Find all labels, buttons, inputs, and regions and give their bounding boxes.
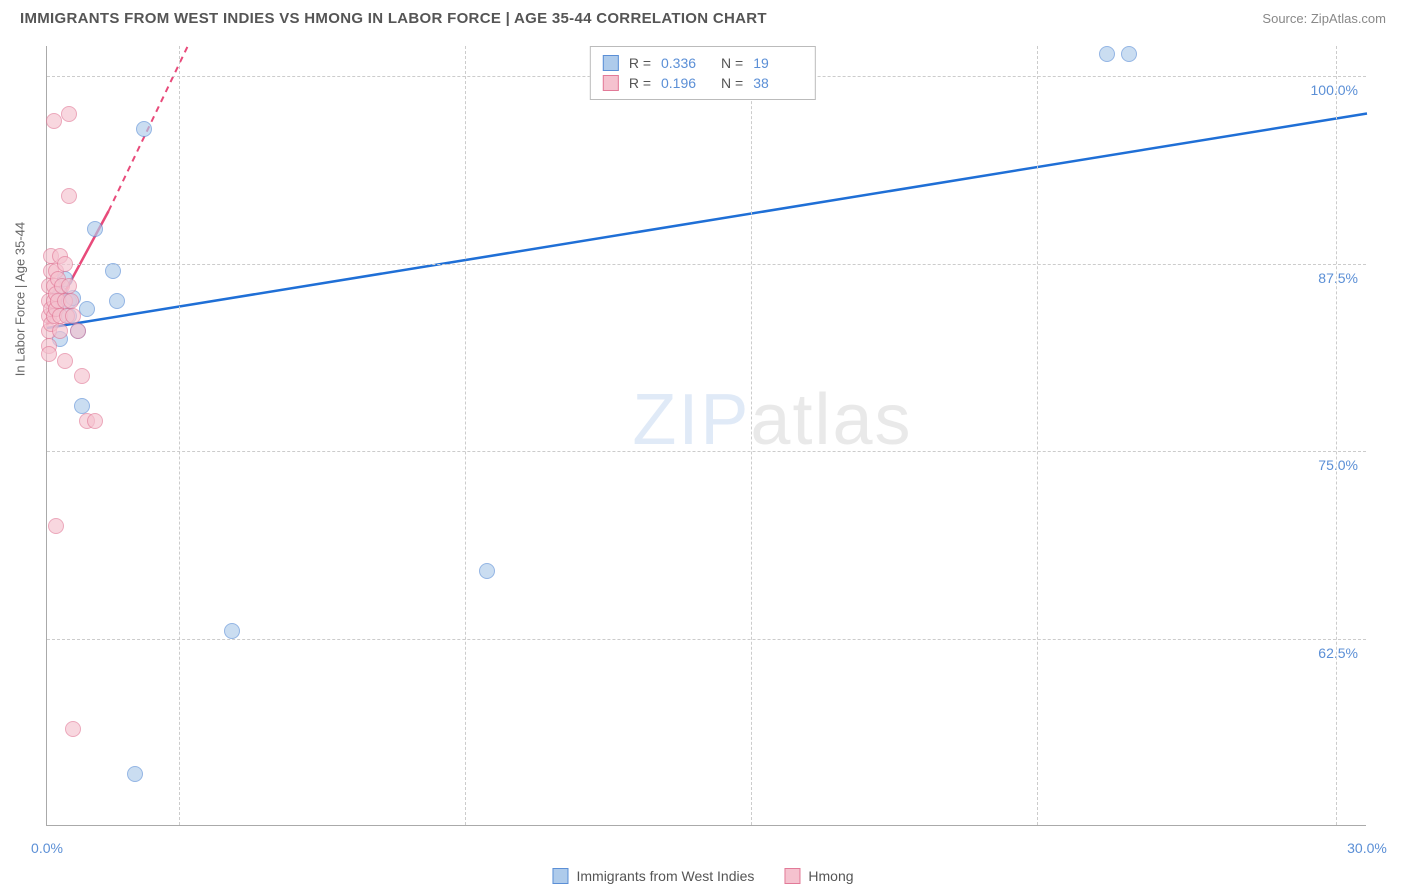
scatter-point — [41, 346, 57, 362]
n-value: 19 — [753, 55, 803, 71]
scatter-point — [87, 221, 103, 237]
scatter-point — [136, 121, 152, 137]
n-label: N = — [721, 75, 743, 91]
swatch-blue — [603, 55, 619, 71]
gridline-horizontal — [47, 639, 1366, 640]
y-tick-label: 75.0% — [1318, 457, 1358, 473]
gridline-vertical — [179, 46, 180, 825]
y-tick-label: 87.5% — [1318, 270, 1358, 286]
correlation-stats-box: R = 0.336 N = 19 R = 0.196 N = 38 — [590, 46, 816, 100]
legend-label: Hmong — [808, 868, 853, 884]
legend-item: Hmong — [784, 868, 853, 884]
bottom-legend: Immigrants from West Indies Hmong — [552, 868, 853, 884]
scatter-point — [87, 413, 103, 429]
gridline-vertical — [751, 46, 752, 825]
scatter-point — [52, 323, 68, 339]
n-label: N = — [721, 55, 743, 71]
scatter-point — [61, 106, 77, 122]
scatter-point — [65, 721, 81, 737]
scatter-point — [46, 113, 62, 129]
scatter-point — [479, 563, 495, 579]
r-label: R = — [629, 55, 651, 71]
scatter-point — [105, 263, 121, 279]
scatter-point — [48, 518, 64, 534]
swatch-pink — [784, 868, 800, 884]
gridline-vertical — [1336, 46, 1337, 825]
scatter-point — [1099, 46, 1115, 62]
trend-line — [47, 114, 1367, 329]
source-attribution: Source: ZipAtlas.com — [1262, 11, 1386, 26]
swatch-pink — [603, 75, 619, 91]
legend-item: Immigrants from West Indies — [552, 868, 754, 884]
source-value: ZipAtlas.com — [1311, 11, 1386, 26]
x-tick-label: 0.0% — [31, 840, 63, 856]
watermark: ZIPatlas — [632, 379, 912, 461]
scatter-point — [70, 323, 86, 339]
r-label: R = — [629, 75, 651, 91]
scatter-point — [63, 293, 79, 309]
scatter-point — [65, 308, 81, 324]
stats-row: R = 0.196 N = 38 — [603, 73, 803, 93]
watermark-bold: ZIP — [632, 380, 750, 460]
n-value: 38 — [753, 75, 803, 91]
y-tick-label: 100.0% — [1311, 82, 1358, 98]
swatch-blue — [552, 868, 568, 884]
r-value: 0.336 — [661, 55, 711, 71]
chart-plot-area: ZIPatlas 62.5%75.0%87.5%100.0%0.0%30.0% — [46, 46, 1366, 826]
scatter-point — [57, 353, 73, 369]
y-tick-label: 62.5% — [1318, 645, 1358, 661]
scatter-point — [74, 398, 90, 414]
scatter-point — [61, 278, 77, 294]
watermark-thin: atlas — [750, 380, 912, 460]
plot-svg — [47, 46, 1366, 825]
source-label: Source: — [1262, 11, 1307, 26]
r-value: 0.196 — [661, 75, 711, 91]
scatter-point — [127, 766, 143, 782]
gridline-horizontal — [47, 451, 1366, 452]
x-tick-label: 30.0% — [1347, 840, 1387, 856]
y-axis-title: In Labor Force | Age 35-44 — [13, 222, 28, 376]
gridline-vertical — [465, 46, 466, 825]
chart-title: IMMIGRANTS FROM WEST INDIES VS HMONG IN … — [20, 10, 767, 27]
gridline-vertical — [1037, 46, 1038, 825]
gridline-horizontal — [47, 264, 1366, 265]
scatter-point — [109, 293, 125, 309]
scatter-point — [57, 256, 73, 272]
legend-label: Immigrants from West Indies — [576, 868, 754, 884]
scatter-point — [1121, 46, 1137, 62]
stats-row: R = 0.336 N = 19 — [603, 53, 803, 73]
scatter-point — [74, 368, 90, 384]
scatter-point — [224, 623, 240, 639]
scatter-point — [61, 188, 77, 204]
header: IMMIGRANTS FROM WEST INDIES VS HMONG IN … — [0, 0, 1406, 35]
